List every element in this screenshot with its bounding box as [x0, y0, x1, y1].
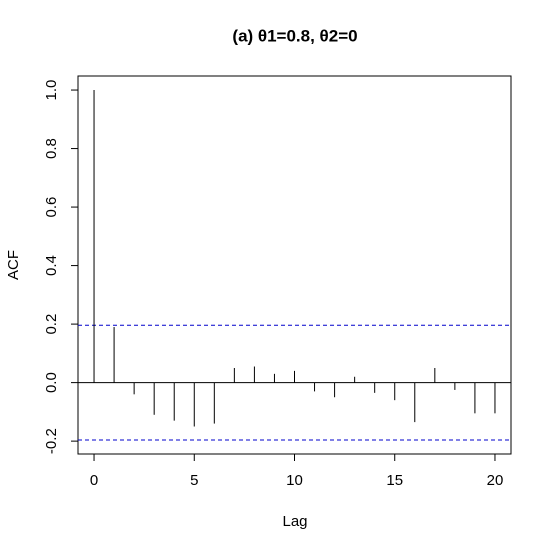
x-tick-label: 0	[90, 472, 98, 489]
x-tick-label: 15	[386, 472, 403, 489]
y-tick-label: 0.2	[43, 314, 60, 335]
y-axis-label: ACF	[5, 250, 22, 280]
x-tick-label: 10	[286, 472, 303, 489]
x-tick-label: 5	[190, 472, 198, 489]
y-tick-label: 0.6	[43, 197, 60, 218]
chart-title: (a) θ1=0.8, θ2=0	[232, 26, 357, 45]
y-tick-label: 0.8	[43, 138, 60, 159]
x-axis-label: Lag	[282, 513, 307, 530]
y-tick-label: -0.2	[43, 428, 60, 454]
y-tick-label: 1.0	[43, 80, 60, 101]
plot-frame	[77, 75, 512, 455]
y-tick-label: 0.0	[43, 372, 60, 393]
y-tick-label: 0.4	[43, 255, 60, 276]
x-tick-label: 20	[487, 472, 504, 489]
